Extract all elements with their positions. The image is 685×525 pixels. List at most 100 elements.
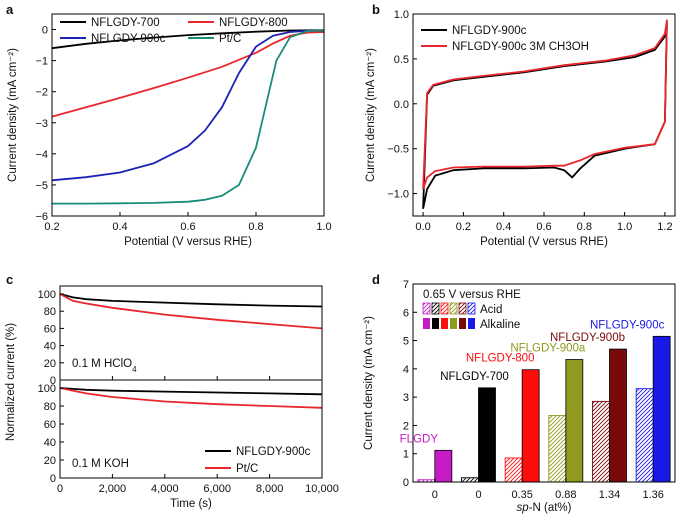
panel-b-x-tick-label: 1.0 (617, 221, 632, 233)
panel-b-y-tick-label: −1.0 (387, 189, 409, 201)
panel-d-y-tick-label: 5 (403, 336, 409, 348)
panel-a-legend-1-label: NFLGDY-800 (219, 17, 288, 29)
panel-a-xlabel: Potential (V versus RHE) (124, 236, 252, 248)
panel-c-subplot-1-y-tick-label: 0 (50, 473, 56, 485)
panel-d-ylabel: Current density (mA cm⁻²) (363, 316, 375, 450)
panel-c-subplot-0-series-0 (59, 293, 323, 308)
bar-label-2: NFLGDY-800 (466, 353, 535, 365)
panel-c-subplot-1-y-tick-label: 40 (44, 437, 56, 449)
bar-alkaline-4 (609, 348, 627, 483)
legend-alkaline-swatch (459, 318, 466, 329)
bar-alkaline-5 (652, 335, 671, 483)
panel-a-legend-2-label: NFLGDY-900c (91, 33, 166, 45)
panel-c-subplot-0: 0 20 40 60 80 100 0.1 M HClO4 (38, 285, 323, 387)
panel-a-y-tick-label: −2 (35, 87, 48, 99)
panel-d-legend-alkaline: Alkaline (480, 319, 520, 331)
panel-d-y-tick-label: 3 (403, 392, 409, 404)
panel-c-subplot-0-y-tick-label: 100 (38, 289, 56, 301)
panel-d-y-tick-label: 6 (403, 307, 409, 319)
panel-a-series-2 (51, 29, 325, 182)
legend-acid-swatch (458, 302, 467, 315)
bar-acid-1 (461, 477, 479, 483)
panel-b: b 0.0 0.2 0.4 0.6 0.8 1.0 1.2 −1.0 −0.5 0.0 0.5 1.0 P… (365, 2, 676, 248)
panel-c-subplot-0-y-tick-label: 20 (44, 358, 56, 370)
legend-alkaline-swatch (450, 318, 457, 329)
panel-c-subplot-0-y-tick-label: 0 (50, 375, 56, 387)
panel-c-subplot-0-y-tick-label: 40 (44, 341, 56, 353)
legend-alkaline-swatch (441, 318, 448, 329)
bar-acid-4 (592, 400, 610, 483)
panel-a-label: a (6, 2, 14, 17)
panel-c-subplot-1-x-tick-label: 8,000 (256, 483, 284, 495)
panel-b-xlabel: Potential (V versus RHE) (480, 236, 608, 248)
panel-b-x-tick-label: 0.6 (536, 221, 551, 233)
panel-a-ylabel: Current density (mA cm⁻²) (7, 48, 19, 182)
panel-d-x-tick-label: 1.36 (642, 489, 663, 501)
bar-label-0: FLGDY (400, 433, 439, 445)
panel-b-ylabel: Current density (mA cm⁻²) (365, 48, 377, 182)
legend-acid-swatch (440, 302, 449, 315)
panel-b-x-tick-label: 1.2 (657, 221, 672, 233)
panel-c-subplot-1-frame (59, 379, 323, 479)
bar-acid-3 (548, 415, 567, 483)
panel-c-legend-0-label: NFLGDY-900c (236, 446, 311, 458)
panel-b-x-tick-label: 0.2 (456, 221, 471, 233)
panel-a-y-tick-label: 0 (42, 25, 48, 37)
bar-acid-2 (504, 457, 523, 483)
panel-a-y-tick-label: −3 (35, 118, 48, 130)
panel-c-ylabel: Normalized current (%) (5, 323, 17, 441)
panel-c-subplot-1-series-0 (59, 387, 323, 396)
panel-d-x-tick-label: 0 (432, 489, 438, 501)
legend-acid-swatch (431, 302, 440, 315)
bar-alkaline-3 (565, 359, 584, 483)
panel-a-x-tick-label: 0.6 (180, 221, 195, 233)
legend-alkaline-swatch (423, 318, 430, 329)
panel-c-subplot-1-x-tick-label: 6,000 (203, 483, 231, 495)
bar-label-3: NFLGDY-900a (510, 343, 586, 355)
panel-a-y-tick-label: −4 (35, 149, 48, 161)
legend-acid-swatch (422, 302, 431, 315)
panel-c-subplot-1-y-tick-label: 80 (44, 401, 56, 413)
panel-d-label: d (372, 272, 380, 287)
panel-d: d FLGDY 0 NFLGDY-700 0 NFLGDY-800 0.35 NFLGDY-9… (363, 272, 676, 514)
panel-a-x-tick-label: 0.8 (248, 221, 263, 233)
panel-c-subplot-0-series-1 (59, 293, 323, 330)
panel-a-y-tick-label: −5 (35, 180, 48, 192)
panel-b-y-tick-label: 0.5 (394, 54, 409, 66)
panel-a-legend-3-label: Pt/C (219, 33, 241, 45)
panel-b-x-tick-label: 0.4 (496, 221, 511, 233)
panel-d-y-tick-label: 0 (403, 477, 409, 489)
panel-c-subplot-0-annotation: 0.1 M HClO4 (72, 358, 137, 374)
bar-alkaline-0 (434, 449, 453, 483)
panel-d-y-tick-label: 1 (403, 449, 409, 461)
panel-b-legend-0-label: NFLGDY-900c (452, 25, 527, 37)
panel-c-subplot-1-y-tick-label: 100 (38, 383, 56, 395)
panel-b-series-1 (422, 19, 668, 190)
panel-d-legend-title: 0.65 V versus RHE (423, 289, 521, 301)
panel-c-subplot-0-y-tick-label: 80 (44, 306, 56, 318)
panel-d-x-tick-label: 1.34 (599, 489, 620, 501)
bar-alkaline-1 (478, 387, 496, 483)
legend-acid-swatch (449, 302, 458, 315)
legend-alkaline-swatch (432, 318, 439, 329)
panel-a-x-tick-label: 1.0 (316, 221, 331, 233)
panel-a-series-3 (52, 29, 325, 205)
panel-c-subplot-1-series-1 (59, 387, 323, 409)
panel-d-y-tick-label: 4 (403, 364, 409, 376)
panel-c-xlabel: Time (s) (170, 498, 212, 510)
panel-d-x-tick-label: 0.35 (511, 489, 532, 501)
panel-c-subplot-0-y-tick-label: 60 (44, 323, 56, 335)
panel-b-x-tick-label: 0.0 (415, 221, 430, 233)
panel-b-legend-1-label: NFLGDY-900c 3M CH3OH (452, 41, 589, 53)
panel-d-frame (412, 283, 676, 483)
panel-a-series-0 (51, 29, 325, 50)
panel-c-subplot-1: 0 20 40 60 80 100 0 2,000 4,000 6,000 8,000 10,000 0… (38, 379, 339, 495)
panel-c-legend-1-label: Pt/C (236, 463, 258, 475)
bar-alkaline-2 (521, 369, 540, 483)
legend-acid-swatch (467, 302, 476, 315)
panel-b-label: b (372, 2, 380, 17)
panel-a-y-tick-label: −6 (35, 211, 48, 223)
legend-alkaline-swatch (468, 318, 475, 329)
